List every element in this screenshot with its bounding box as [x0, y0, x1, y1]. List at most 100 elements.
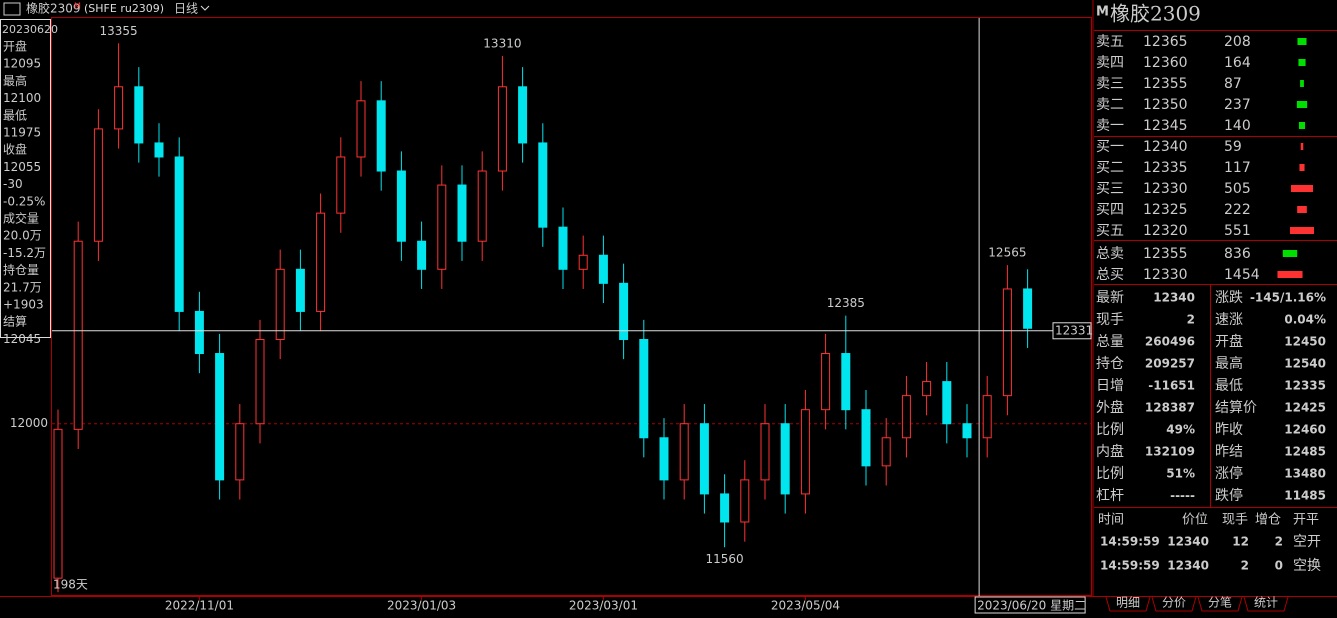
ob-price: 12350: [1143, 97, 1188, 113]
stat-label: 结算价: [1215, 400, 1257, 416]
stat-value: -145/1.16%: [1250, 291, 1326, 305]
stat-label: 速涨: [1215, 312, 1243, 328]
panel-mark: M: [1096, 5, 1109, 20]
ob-name: 买三: [1096, 181, 1124, 197]
tab-shape[interactable]: [1105, 596, 1151, 612]
tab[interactable]: 分笔: [1208, 595, 1232, 610]
title: 橡胶2309: [26, 1, 81, 16]
ob-name: 卖一: [1096, 118, 1124, 134]
stat-value: -----: [1170, 489, 1195, 503]
ob-volume: 140: [1224, 118, 1251, 134]
period[interactable]: 日线: [174, 2, 198, 16]
candle-body: [457, 184, 467, 242]
dw-item: -30: [3, 177, 23, 191]
ob-price: 12320: [1143, 223, 1188, 239]
stat-value: 132109: [1145, 445, 1195, 459]
tab-shape[interactable]: [1243, 596, 1289, 612]
dw-item: 20.0万: [3, 229, 42, 243]
dw-item: 12045: [3, 332, 41, 346]
trade-header: 增仓: [1255, 513, 1281, 528]
stat-label: 持仓: [1096, 356, 1124, 372]
ob-name: 买一: [1096, 139, 1124, 155]
x-tick-label: 2023/05/04: [771, 599, 840, 613]
candle-body: [417, 240, 427, 270]
panel-title: 橡胶2309: [1110, 2, 1201, 26]
dw-item: 12100: [3, 91, 41, 105]
ob-total-name: 总买: [1096, 267, 1124, 283]
ob-price: 12345: [1143, 118, 1188, 134]
stat-label: 开盘: [1215, 333, 1243, 350]
stat-label: 昨收: [1215, 422, 1243, 438]
low-label: 11560: [706, 552, 744, 566]
ob-bar: [1298, 122, 1306, 129]
ob-name: 卖五: [1096, 34, 1124, 50]
dw-item: 成交量: [3, 211, 39, 226]
crosshair-x-label: 2023/06/20 星期二: [977, 599, 1086, 613]
x-tick-label: 2023/03/01: [569, 599, 638, 613]
stat-label: 涨停: [1215, 465, 1243, 482]
candle-body: [477, 170, 487, 242]
dw-item: 11975: [3, 126, 41, 140]
stat-value: 12540: [1284, 357, 1326, 371]
tab[interactable]: 明细: [1116, 596, 1140, 610]
dw-item: 开盘: [3, 39, 27, 54]
dw-item: 结算: [3, 314, 27, 329]
ob-price: 12340: [1143, 139, 1188, 155]
candle-body: [356, 100, 366, 158]
dw-item: 收盘: [3, 142, 27, 157]
candle-body: [174, 156, 184, 312]
tab-shape[interactable]: [1197, 596, 1243, 612]
tab-shape[interactable]: [1151, 596, 1197, 612]
ob-price: 12360: [1143, 55, 1188, 71]
ob-volume: 164: [1224, 55, 1251, 71]
ob-total-price: 12330: [1143, 267, 1188, 283]
period-chevron[interactable]: [200, 5, 210, 11]
stat-value: 260496: [1145, 335, 1195, 349]
stat-value: 12340: [1153, 291, 1195, 305]
candle-body: [255, 338, 265, 425]
dw-item: 12095: [3, 57, 41, 71]
candle-body: [639, 338, 649, 439]
candle-body: [619, 282, 629, 340]
ob-price: 12335: [1143, 160, 1188, 176]
trade-cell: 空换: [1293, 557, 1321, 574]
ob-volume: 237: [1224, 97, 1251, 113]
stat-value: 209257: [1145, 357, 1195, 371]
candle-body: [740, 479, 750, 523]
count-label: 198天: [53, 578, 88, 592]
ob-bar: [1290, 227, 1314, 234]
ob-name: 买四: [1096, 202, 1124, 218]
ob-total-volume: 1454: [1224, 267, 1260, 283]
trade-cell: 0: [1275, 559, 1283, 573]
candle-body: [962, 423, 972, 439]
ob-bar: [1300, 80, 1304, 87]
candle-body: [154, 142, 164, 158]
candle-body: [73, 240, 83, 430]
trade-cell: 12: [1232, 535, 1249, 549]
candle-body: [235, 423, 245, 481]
candle-body: [1002, 288, 1012, 397]
stat-value: 13480: [1284, 467, 1326, 481]
candle-body: [679, 423, 689, 481]
stat-value: 11485: [1284, 489, 1326, 503]
ob-name: 买五: [1096, 223, 1124, 239]
ob-price: 12325: [1143, 202, 1188, 218]
candle-body: [538, 142, 548, 228]
ob-volume: 87: [1224, 76, 1242, 92]
tab[interactable]: 统计: [1254, 596, 1278, 610]
candle-body: [1023, 288, 1033, 329]
ob-price: 12330: [1143, 181, 1188, 197]
tab[interactable]: 分价: [1162, 596, 1186, 610]
ob-total-name: 总卖: [1096, 246, 1124, 262]
ob-volume: 505: [1224, 181, 1251, 197]
candle-body: [275, 268, 285, 340]
trade-cell: 2: [1241, 559, 1249, 573]
stat-value: 12335: [1284, 379, 1326, 393]
dw-item: +1903: [3, 298, 44, 312]
ob-bar: [1296, 101, 1308, 108]
stat-value: 51%: [1166, 467, 1195, 481]
high-label: 12565: [988, 246, 1026, 260]
candle-body: [598, 254, 608, 284]
